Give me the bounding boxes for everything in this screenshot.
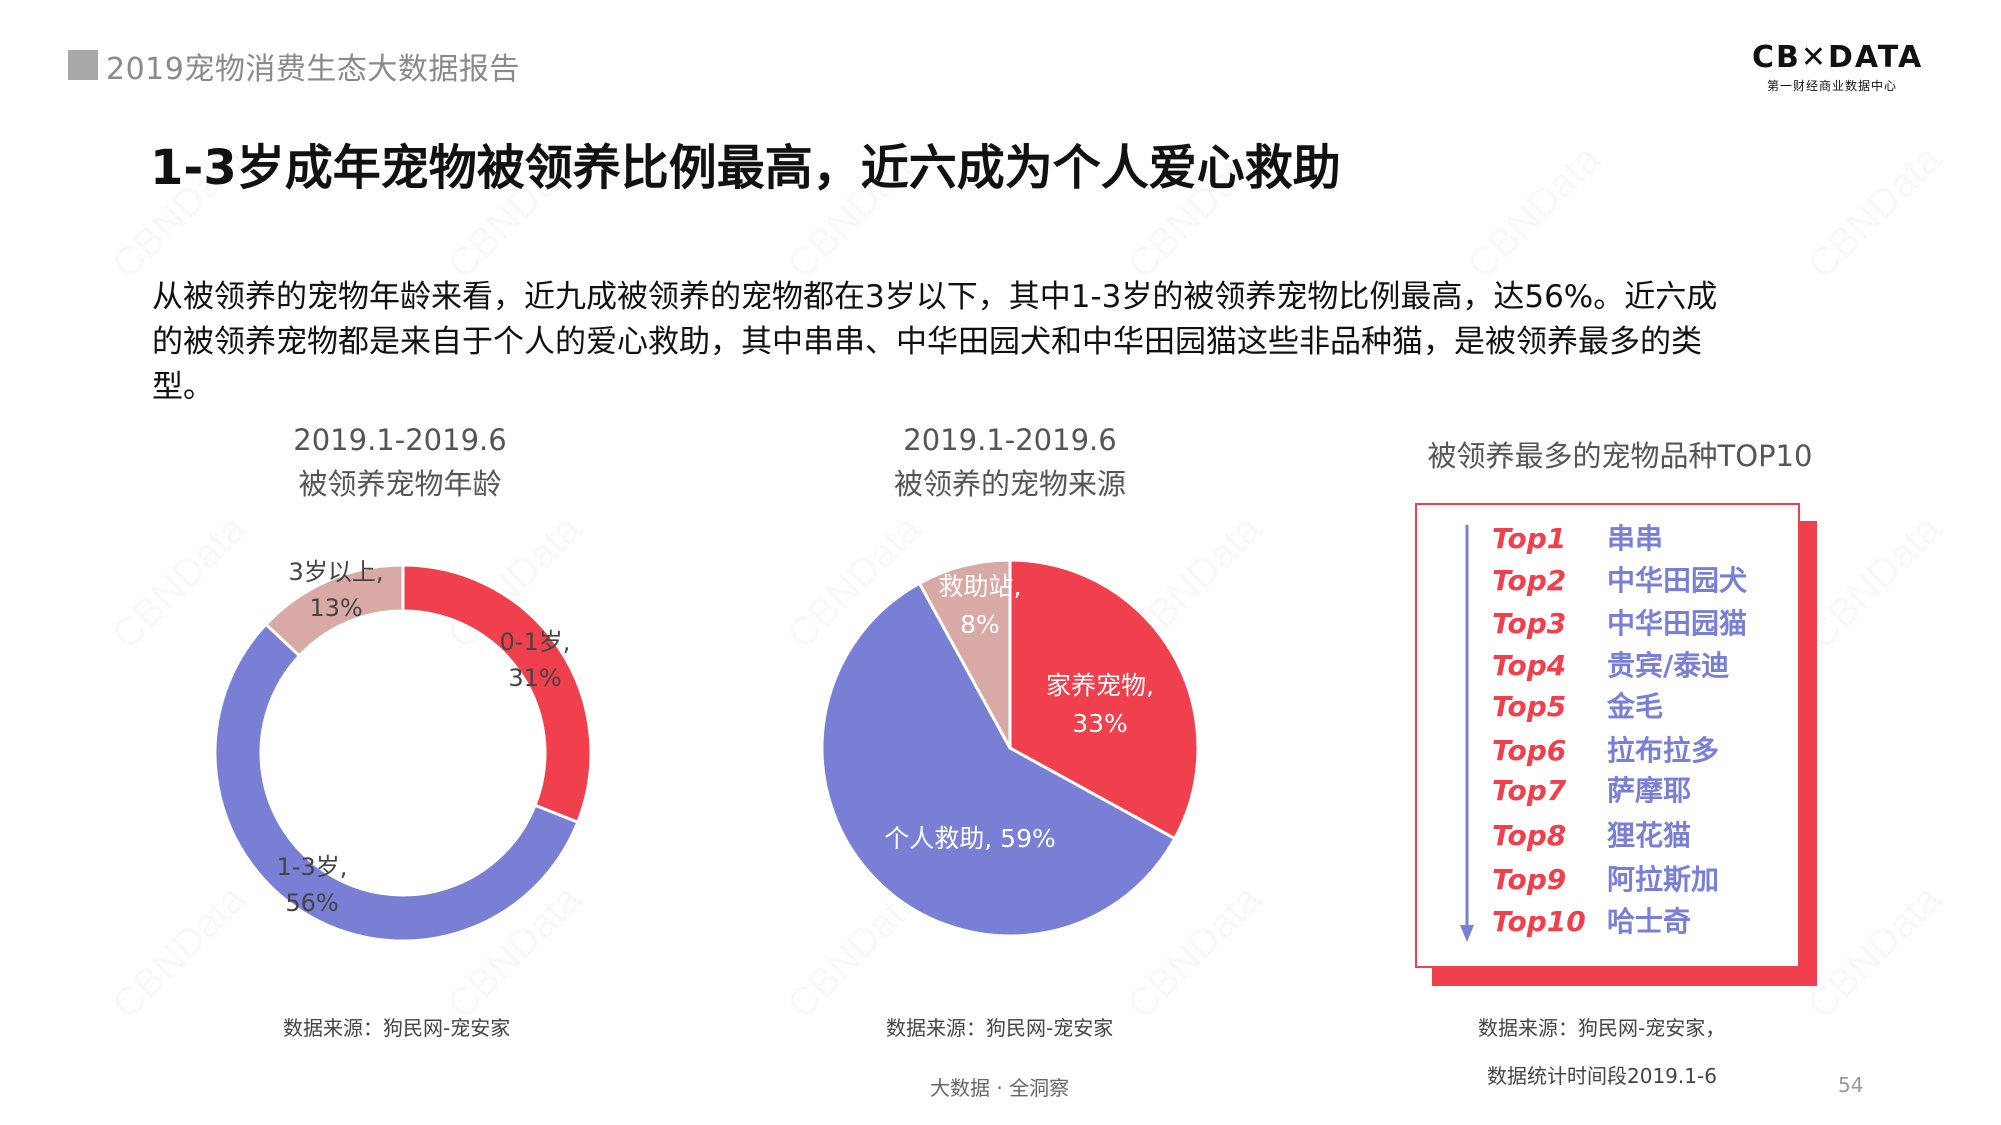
top10-row: Top10 哈士奇 — [1492, 900, 1691, 940]
slice-label: 个人救助, 59% — [884, 824, 1055, 853]
chart-title-line: 2019.1-2019.6 — [293, 423, 507, 457]
top10-row: Top5 金毛 — [1492, 685, 1663, 725]
top10-source-line1: 数据来源：狗民网-宠安家， — [1478, 1016, 1726, 1040]
top10-source-line2: 数据统计时间段2019.1-6 — [1487, 1064, 1717, 1088]
top10-rank: Top9 — [1492, 863, 1567, 896]
slice-label: 33% — [1072, 709, 1128, 738]
pie-slice — [917, 558, 1012, 749]
footer-slogan: 大数据 · 全洞察 — [930, 1076, 1070, 1100]
top10-row: Top8 狸花猫 — [1492, 814, 1691, 854]
slice-label: 31% — [508, 664, 561, 692]
slice-label: 56% — [285, 889, 338, 917]
slice-label: 救助站, — [939, 572, 1022, 601]
slice-label: 13% — [309, 594, 362, 622]
page-title: 1-3岁成年宠物被领养比例最高，近六成为个人爱心救助 — [150, 140, 1341, 196]
top10-rank: Top7 — [1492, 774, 1567, 807]
intro-paragraph: 从被领养的宠物年龄来看，近九成被领养的宠物都在3岁以下，其中1-3岁的被领养宠物… — [152, 275, 1872, 410]
top10-rank: Top3 — [1492, 607, 1567, 640]
logo-sub-text: 第一财经商业数据中心 — [1766, 79, 1897, 93]
top10-title: 被领养最多的宠物品种TOP10 — [1427, 439, 1813, 473]
slice-label: 1-3岁, — [277, 853, 348, 881]
top10-breed: 哈士奇 — [1607, 905, 1692, 938]
donut-slice — [213, 622, 580, 943]
donut-slice — [401, 563, 593, 825]
top10-rank: Top4 — [1492, 649, 1567, 682]
watermark: CBNData — [1798, 876, 1950, 1028]
top10-row: Top2 中华田园犬 — [1492, 559, 1747, 599]
slice-label: 家养宠物, — [1046, 671, 1154, 700]
top10-breed: 阿拉斯加 — [1607, 863, 1720, 896]
top10-rank: Top1 — [1492, 522, 1567, 555]
source-pie-chart: 家养宠物, 33% 个人救助, 59% 救助站, 8% — [820, 558, 1200, 938]
chart-title-line: 被领养宠物年龄 — [298, 467, 502, 501]
top10-row: Top9 阿拉斯加 — [1492, 858, 1719, 898]
top10-breed: 拉布拉多 — [1607, 734, 1720, 767]
age-chart-source: 数据来源：狗民网-宠安家 — [283, 1016, 511, 1040]
watermark: CBNData — [1798, 136, 1950, 288]
top10-breed: 狸花猫 — [1607, 819, 1692, 852]
logo-main-text: CB✕DATA — [1752, 40, 1924, 75]
pie-slice — [1008, 558, 1200, 841]
top10-row: Top1 串串 — [1492, 517, 1663, 557]
pie-slice — [820, 581, 1177, 938]
top10-rank: Top2 — [1492, 564, 1567, 597]
slice-label: 3岁以上, — [289, 558, 384, 586]
slice-label: 8% — [960, 610, 1000, 639]
top10-breed: 中华田园犬 — [1607, 564, 1748, 597]
brand-logo: CB✕DATA 第一财经商业数据中心 — [1752, 40, 1924, 94]
top10-breed: 金毛 — [1607, 690, 1664, 723]
watermark: CBNData — [1798, 506, 1950, 658]
page-number: 54 — [1838, 1073, 1864, 1097]
top10-row: Top6 拉布拉多 — [1492, 729, 1719, 769]
report-title: 2019宠物消费生态大数据报告 — [106, 52, 520, 87]
watermark: CBNData — [1458, 136, 1610, 288]
header-square-icon — [68, 50, 98, 80]
donut-slice — [263, 563, 405, 658]
age-chart-title: 2019.1-2019.6 被领养宠物年龄 — [200, 418, 600, 506]
slice-label: 0-1岁, — [500, 628, 571, 656]
top10-rank: Top6 — [1492, 734, 1567, 767]
top10-breed: 串串 — [1607, 522, 1664, 555]
intro-line: 从被领养的宠物年龄来看，近九成被领养的宠物都在3岁以下，其中1-3岁的被领养宠物… — [152, 279, 1718, 315]
top10-breed: 贵宾/泰迪 — [1607, 649, 1730, 682]
top10-row: Top3 中华田园猫 — [1492, 602, 1747, 642]
top10-row: Top4 贵宾/泰迪 — [1492, 644, 1729, 684]
source-chart-title: 2019.1-2019.6 被领养的宠物来源 — [810, 418, 1210, 506]
age-donut-chart: 0-1岁, 31% 1-3岁, 56% 3岁以上, 13% — [213, 558, 593, 943]
top10-panel: Top1 串串 Top2 中华田园犬 Top3 中华田园猫 Top4 贵宾/泰迪 Top5 金毛 T… — [1415, 503, 1800, 968]
source-chart-source: 数据来源：狗民网-宠安家 — [886, 1016, 1114, 1040]
intro-line: 的被领养宠物都是来自于个人的爱心救助，其中串串、中华田园犬和中华田园猫这些非品种… — [152, 324, 1702, 360]
top10-rank: Top5 — [1492, 690, 1567, 723]
top10-rank: Top10 — [1492, 905, 1586, 938]
down-arrow-icon — [1460, 525, 1474, 942]
chart-title-line: 2019.1-2019.6 — [903, 423, 1117, 457]
top10-rank: Top8 — [1492, 819, 1567, 852]
top10-breed: 萨摩耶 — [1607, 774, 1692, 807]
intro-line: 型。 — [152, 369, 214, 405]
top10-breed: 中华田园猫 — [1607, 607, 1748, 640]
top10-row: Top7 萨摩耶 — [1492, 769, 1691, 809]
chart-title-line: 被领养的宠物来源 — [893, 467, 1126, 501]
